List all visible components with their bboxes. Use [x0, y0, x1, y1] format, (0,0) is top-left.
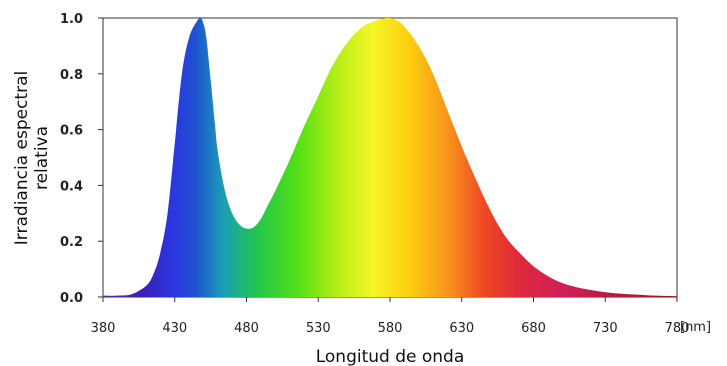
x-tick-label: 380	[91, 321, 116, 336]
y-tick-label: 0.4	[60, 179, 83, 194]
y-tick-label: 0.8	[60, 68, 83, 83]
x-axis-title: Longitud de onda	[316, 347, 465, 366]
x-tick-label: 530	[306, 321, 331, 336]
x-axis: 380 430 480 530 580 630 680 730 780	[91, 297, 690, 336]
y-axis-title-line-1: Irradiancia espectral	[12, 71, 32, 245]
y-tick-label: 0.6	[60, 124, 83, 139]
x-tick-label: 630	[449, 321, 474, 336]
x-tick-label: 480	[234, 321, 259, 336]
y-tick-label: 1.0	[60, 12, 83, 27]
y-axis-title: Irradiancia espectral relativa	[12, 71, 52, 245]
y-axis-title-line-2: relativa	[32, 126, 52, 190]
x-tick-label: 430	[162, 321, 187, 336]
x-tick-label: 730	[593, 321, 618, 336]
x-tick-label: 780	[665, 321, 690, 336]
y-axis: 0.0 0.2 0.4 0.6 0.8 1.0	[60, 12, 103, 306]
x-unit-label: [nm]	[680, 320, 711, 335]
y-tick-label: 0.0	[60, 291, 83, 306]
x-tick-label: 680	[521, 321, 546, 336]
x-tick-label: 580	[378, 321, 403, 336]
y-tick-label: 0.2	[60, 235, 83, 250]
spectrum-area	[103, 18, 677, 297]
